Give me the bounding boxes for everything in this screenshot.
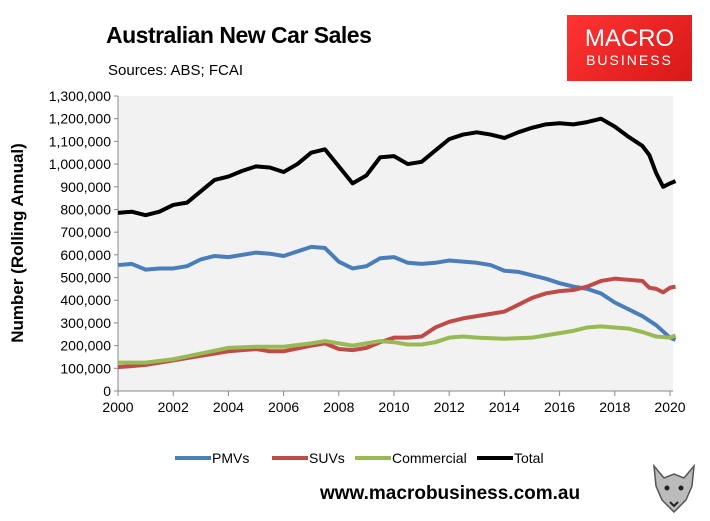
series-line-commercial xyxy=(118,324,677,365)
x-tick-label: 2016 xyxy=(544,399,575,415)
y-tick-label: 1,200,000 xyxy=(49,111,111,127)
x-tick-label: 2002 xyxy=(158,399,189,415)
y-axis-label: Number (Rolling Annual) xyxy=(8,143,27,343)
y-tick-label: 400,000 xyxy=(60,292,111,308)
series-line-suvs xyxy=(117,276,676,370)
series-line-total xyxy=(117,116,677,218)
wolf-logo-icon xyxy=(653,463,695,514)
plot-area xyxy=(118,96,673,391)
x-tick-label: 2008 xyxy=(323,399,354,415)
y-tick-label: 600,000 xyxy=(60,247,111,263)
series-line-pmvs xyxy=(117,244,677,342)
legend-label: SUVs xyxy=(309,450,345,466)
legend-item-pmvs: PMVs xyxy=(175,450,249,466)
y-tick-label: 700,000 xyxy=(60,224,111,240)
y-tick-label: 1,100,000 xyxy=(49,133,111,149)
y-tick-label: 500,000 xyxy=(60,270,111,286)
x-tick-label: 2010 xyxy=(378,399,409,415)
y-tick-label: 900,000 xyxy=(60,179,111,195)
y-tick-label: 800,000 xyxy=(60,201,111,217)
x-tick-label: 2004 xyxy=(213,399,244,415)
legend-label: PMVs xyxy=(212,450,249,466)
x-tick-label: 2014 xyxy=(489,399,520,415)
y-tick-label: 100,000 xyxy=(60,360,111,376)
legend-item-total: Total xyxy=(477,450,544,466)
logo-line1: MACRO xyxy=(584,25,675,52)
legend-label: Commercial xyxy=(392,450,467,466)
chart-title: Australian New Car Sales xyxy=(106,22,372,48)
y-tick-label: 300,000 xyxy=(60,315,111,331)
x-tick-label: 2020 xyxy=(654,399,685,415)
y-tick-label: 1,300,000 xyxy=(49,88,111,104)
legend-item-suvs: SUVs xyxy=(272,450,345,466)
x-tick-label: 2000 xyxy=(102,399,133,415)
legend-label: Total xyxy=(514,450,544,466)
y-tick-label: 1,000,000 xyxy=(49,156,111,172)
footer-url[interactable]: www.macrobusiness.com.au xyxy=(320,483,581,504)
macrobusiness-logo: MACRO BUSINESS xyxy=(567,15,692,81)
logo-line2: BUSINESS xyxy=(586,52,673,68)
legend-item-commercial: Commercial xyxy=(355,450,467,466)
chart-source: Sources: ABS; FCAI xyxy=(108,62,244,79)
x-tick-label: 2018 xyxy=(599,399,630,415)
x-tick-label: 2006 xyxy=(268,399,299,415)
x-tick-label: 2012 xyxy=(434,399,465,415)
y-tick-label: 200,000 xyxy=(60,338,111,354)
y-tick-label: 0 xyxy=(103,383,111,399)
